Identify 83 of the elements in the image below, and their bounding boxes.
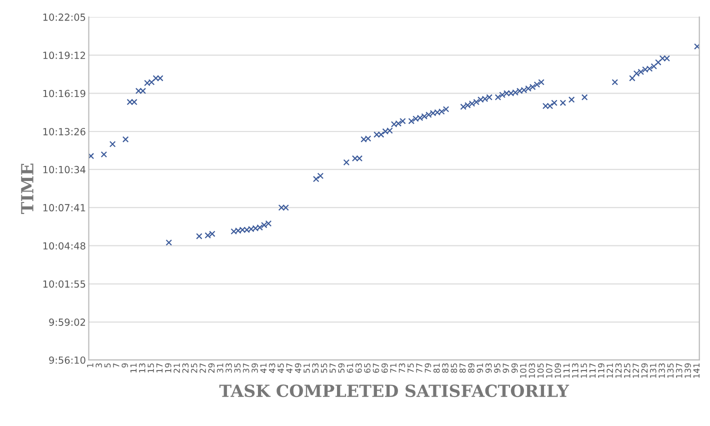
x-tick-label: 103	[528, 363, 536, 378]
x-tick-label: 139	[684, 363, 691, 378]
x-tick-label: 97	[502, 363, 510, 373]
x-tick-label: 121	[606, 364, 613, 378]
y-tick-label: 10:10:34	[43, 166, 86, 174]
x-tick-label: 7	[113, 363, 120, 368]
y-tick-label: 9:59:02	[49, 318, 85, 326]
x-tick-label: 61	[346, 364, 354, 373]
x-tick-label: 65	[364, 363, 370, 373]
x-tick-label: 35	[234, 363, 241, 373]
x-tick-label: 71	[390, 364, 396, 373]
x-tick-label: 25	[190, 363, 198, 373]
x-tick-label: 87	[459, 363, 466, 373]
x-tick-label: 63	[356, 363, 362, 373]
x-tick-label: 13	[138, 363, 146, 372]
y-tick-label: 10:22:05	[43, 14, 86, 21]
x-tick-label: 109	[554, 363, 562, 378]
x-tick-label: 47	[286, 363, 292, 373]
x-tick-label: 33	[226, 363, 232, 373]
x-tick-label: 41	[260, 364, 266, 373]
x-tick-label: 107	[546, 363, 552, 378]
x-tick-label: 69	[382, 363, 388, 373]
x-tick-label: 37	[242, 363, 250, 373]
x-tick-label: 51	[304, 364, 310, 373]
x-tick-label: 3	[96, 363, 102, 368]
y-tick-label: 9:56:10	[49, 356, 86, 364]
x-tick-label: 73	[398, 363, 406, 373]
x-tick-label: 101	[520, 364, 526, 378]
x-tick-label: 77	[416, 363, 422, 373]
x-tick-label: 31	[216, 364, 224, 373]
x-tick-label: 15	[148, 363, 154, 372]
x-tick-label: 99	[511, 363, 518, 373]
x-tick-label: 11	[130, 364, 137, 372]
x-tick-label: 57	[330, 363, 336, 373]
x-tick-label: 1	[87, 364, 94, 368]
x-tick-label: 123	[615, 363, 622, 378]
x-tick-label: 53	[312, 363, 319, 373]
x-tick-label: 93	[485, 363, 492, 373]
x-tick-label: 119	[598, 363, 604, 378]
x-tick-label: 27	[200, 363, 206, 373]
x-tick-label: 29	[208, 363, 215, 373]
x-tick-label: 89	[468, 363, 474, 373]
x-tick-label: 79	[424, 363, 432, 373]
x-tick-label: 23	[182, 363, 189, 373]
x-tick-label: 21	[174, 364, 180, 373]
x-tick-label: 9	[122, 363, 128, 368]
x-tick-label: 91	[476, 364, 484, 373]
x-tick-label: 75	[408, 363, 414, 373]
x-tick-label: 19	[164, 363, 172, 372]
x-tick-label: 95	[494, 363, 500, 373]
x-tick-label: 59	[338, 363, 344, 373]
y-tick-label: 10:13:26	[43, 128, 86, 136]
x-tick-label: 125	[624, 363, 630, 378]
x-tick-label: 137	[676, 363, 682, 378]
x-tick-label: 105	[537, 363, 544, 378]
y-tick-label: 10:16:19	[43, 90, 86, 98]
x-tick-label: 81	[433, 364, 440, 373]
x-tick-label: 5	[104, 363, 111, 368]
x-tick-label: 135	[667, 363, 674, 378]
x-tick-label: 43	[268, 363, 276, 373]
x-tick-label: 141	[693, 364, 700, 378]
x-tick-label: 17	[156, 363, 163, 372]
y-tick-label: 10:01:55	[43, 280, 86, 288]
x-tick-label: 67	[372, 363, 380, 373]
x-tick-label: 113	[572, 363, 578, 378]
x-tick-label: 117	[589, 363, 596, 378]
y-tick-label: 10:19:12	[43, 52, 85, 60]
x-tick-label: 115	[580, 363, 588, 378]
x-tick-label: 127	[632, 363, 639, 378]
x-tick-label: 133	[658, 363, 665, 378]
x-tick-label: 49	[294, 363, 302, 373]
x-tick-label: 39	[252, 363, 258, 373]
x-tick-label: 131	[650, 364, 656, 378]
y-tick-label: 10:04:48	[43, 242, 86, 250]
x-tick-label: 83	[442, 363, 448, 373]
x-axis-title: TASK COMPLETED SATISFACTORILY	[219, 384, 570, 398]
x-tick-label: 129	[641, 363, 648, 378]
x-tick-label: 55	[320, 363, 328, 373]
x-tick-label: 45	[278, 363, 284, 373]
x-tick-label: 85	[450, 363, 458, 373]
y-axis-title: TIME	[21, 164, 34, 214]
y-tick-label: 10:07:41	[43, 204, 86, 212]
x-tick-label: 111	[563, 364, 570, 378]
